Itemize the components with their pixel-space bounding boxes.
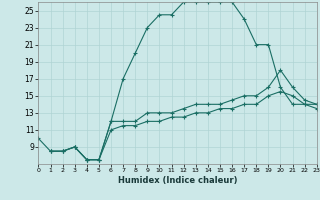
X-axis label: Humidex (Indice chaleur): Humidex (Indice chaleur) xyxy=(118,176,237,185)
